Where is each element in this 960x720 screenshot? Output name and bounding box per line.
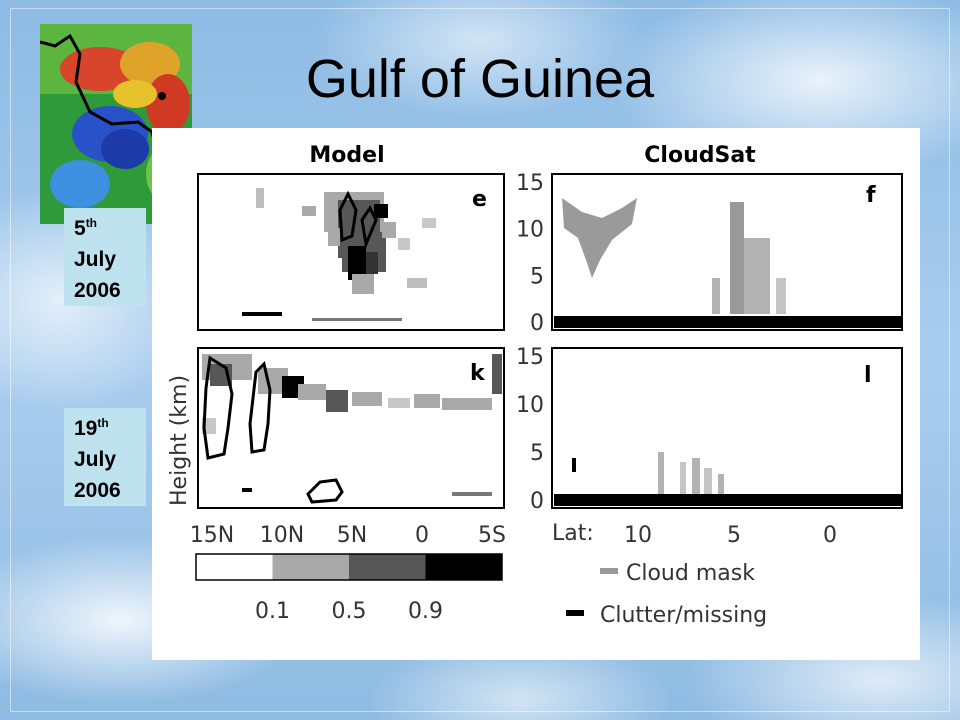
model-contour-e [338, 190, 378, 250]
panel-letter-f: f [866, 183, 876, 208]
model-x-tick-label: 5N [337, 523, 367, 548]
cloudsat-x-tick-label: 0 [823, 523, 837, 548]
cloudsat-x-tick-label: 5 [727, 523, 741, 548]
cloudsat-x-tick-label: 10 [624, 523, 652, 548]
y-ticks-top: 0 5 10 15 [516, 171, 544, 336]
y-tick-label: 0 [530, 311, 544, 336]
y-tick-label: 10 [516, 218, 544, 243]
y-ticks-bottom: 0 5 10 15 [516, 345, 544, 514]
model-x-tick-label: 5S [478, 523, 506, 548]
panel-letter-e: e [472, 187, 487, 212]
colorbar-segment [196, 554, 273, 580]
slide-title: Gulf of Guinea [305, 49, 655, 109]
model-contour-k [202, 355, 344, 504]
y-tick-label: 15 [516, 345, 544, 370]
legend-swatch-clutter [566, 610, 584, 616]
model-x-tick-label: 15N [190, 523, 234, 548]
y-tick-label: 10 [516, 393, 544, 418]
colorbar-segment [349, 554, 426, 580]
cloudsat-x-label: Lat: [552, 521, 594, 546]
column-title-cloudsat: CloudSat [644, 143, 756, 168]
y-tick-label: 5 [530, 264, 544, 289]
model-x-ticks: 15N 10N 5N 0 5S [190, 523, 506, 548]
model-cloud-cells-k [202, 354, 502, 496]
cloud-comparison-chart: Model CloudSat [167, 143, 903, 628]
colorbar-ticks: 0.1 0.5 0.9 [255, 599, 443, 624]
chart-panel: Model CloudSat [152, 128, 920, 660]
colorbar-tick-label: 0.9 [408, 599, 443, 624]
colorbar-tick-label: 0.1 [255, 599, 290, 624]
legend-swatch-cloud-mask [600, 568, 618, 574]
slide-frame [10, 8, 950, 712]
colorbar-segment [425, 554, 502, 580]
colorbar-outline [195, 553, 503, 581]
model-x-tick-label: 10N [260, 523, 304, 548]
colorbar-tick-label: 0.5 [332, 599, 367, 624]
legend-label-clutter: Clutter/missing [600, 603, 767, 628]
model-x-tick-label: 0 [415, 523, 429, 548]
cloudsat-x-ticks: 10 5 0 [624, 523, 837, 548]
legend-label-cloud-mask: Cloud mask [626, 561, 755, 586]
date-label-2: 19th July 2006 [64, 408, 146, 506]
panel-letter-k: k [470, 361, 486, 386]
y-tick-label: 15 [516, 171, 544, 196]
model-cloud-cells-e [242, 188, 436, 321]
cloudsat-panel-f: f [551, 173, 903, 331]
colorbar [195, 553, 503, 581]
cloudsat-cloud-mask-f [562, 198, 637, 278]
y-axis-label: Height (km) [167, 375, 192, 506]
panel-letter-l: l [864, 363, 872, 388]
column-title-model: Model [309, 143, 384, 168]
model-panel-k: k [197, 347, 505, 509]
colorbar-segment [272, 554, 349, 580]
date-label-1: 5th July 2006 [64, 208, 146, 306]
y-tick-label: 5 [530, 441, 544, 466]
cloudsat-panel-l: l [551, 347, 903, 509]
model-panel-e: e [197, 173, 505, 331]
y-tick-label: 0 [530, 489, 544, 514]
